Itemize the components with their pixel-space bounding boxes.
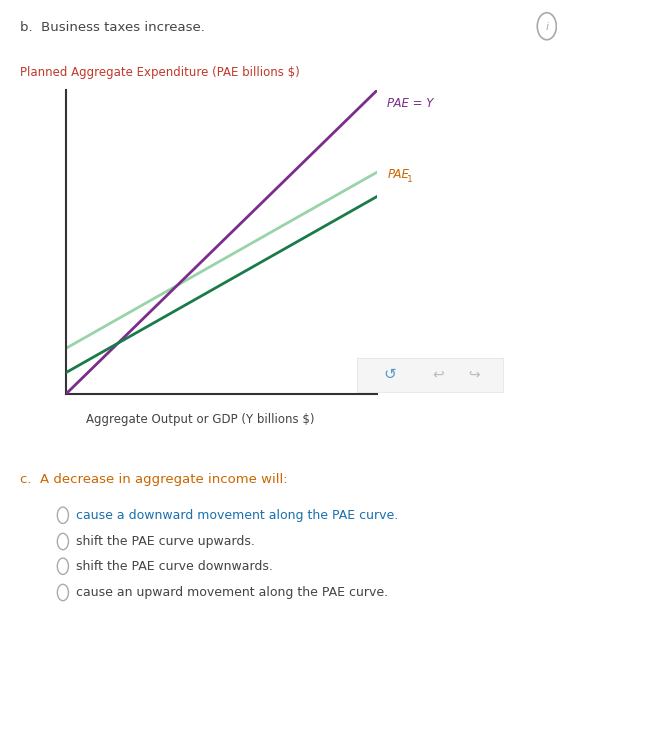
Text: b.  Business taxes increase.: b. Business taxes increase. bbox=[20, 21, 205, 34]
Text: cause a downward movement along the PAE curve.: cause a downward movement along the PAE … bbox=[76, 509, 399, 522]
Text: Planned Aggregate Expenditure (PAE billions $): Planned Aggregate Expenditure (PAE billi… bbox=[20, 66, 300, 79]
Text: shift the PAE curve downwards.: shift the PAE curve downwards. bbox=[76, 560, 273, 573]
Text: i: i bbox=[545, 22, 548, 32]
Text: PAE = Y: PAE = Y bbox=[387, 97, 434, 110]
Text: cause an upward movement along the PAE curve.: cause an upward movement along the PAE c… bbox=[76, 586, 388, 599]
Text: Aggregate Output or GDP (Y billions $): Aggregate Output or GDP (Y billions $) bbox=[86, 413, 314, 425]
Text: c.  A decrease in aggregate income will:: c. A decrease in aggregate income will: bbox=[20, 472, 287, 485]
Text: 1: 1 bbox=[406, 175, 412, 184]
Text: ↺: ↺ bbox=[383, 368, 396, 382]
Text: ↪: ↪ bbox=[468, 368, 480, 382]
Text: PAE: PAE bbox=[387, 167, 409, 181]
Text: ↩: ↩ bbox=[432, 368, 444, 382]
Text: shift the PAE curve upwards.: shift the PAE curve upwards. bbox=[76, 535, 255, 548]
